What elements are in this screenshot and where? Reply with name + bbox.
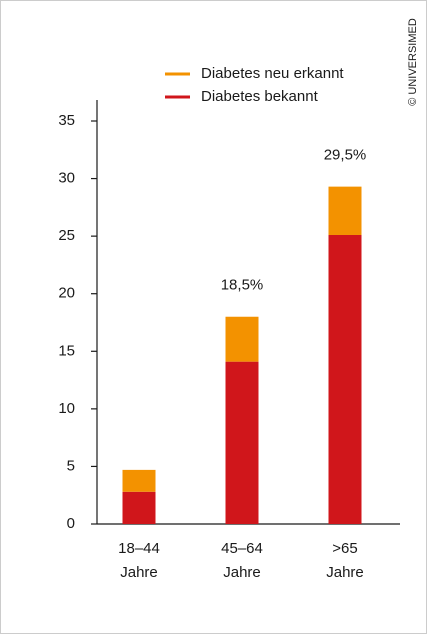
x-tick-label: 18–44 Jahre: [118, 540, 160, 581]
y-tick-label: 10: [58, 400, 75, 417]
bar-segment: [122, 491, 156, 524]
copyright: © UNIVERSIMED: [407, 18, 419, 106]
x-tick-label: >65 Jahre: [326, 540, 364, 581]
bar-segment: [328, 234, 362, 524]
bar-segment: [225, 316, 259, 362]
bar-segment: [328, 186, 362, 235]
y-tick-label: 15: [58, 342, 75, 359]
legend-label: Diabetes neu erkannt: [201, 65, 344, 82]
y-tick-label: 35: [58, 112, 75, 129]
x-tick-label: 45–64 Jahre: [221, 540, 263, 581]
y-tick-label: 20: [58, 285, 75, 302]
y-tick-label: 30: [58, 170, 75, 187]
legend-label: Diabetes bekannt: [201, 88, 319, 105]
y-tick-label: 5: [67, 457, 75, 474]
annotation: 29,5%: [324, 147, 367, 164]
y-tick-label: 25: [58, 227, 75, 244]
bar-segment: [225, 361, 259, 524]
annotation: 18,5%: [221, 277, 264, 294]
bar-segment: [122, 469, 156, 492]
y-tick-label: 0: [67, 515, 75, 532]
